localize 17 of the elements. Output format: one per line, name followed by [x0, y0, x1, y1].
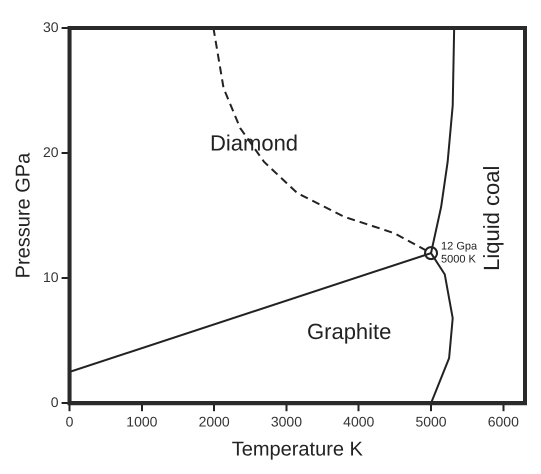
- x-tick-label: 3000: [270, 413, 302, 430]
- y-tick-label: 30: [42, 18, 59, 35]
- x-tick-label: 1000: [126, 413, 158, 430]
- y-tick-label: 20: [42, 144, 59, 160]
- x-tick-label: 6000: [488, 413, 520, 430]
- x-tick-label: 4000: [343, 413, 375, 430]
- x-axis-title: Temperature K: [232, 438, 364, 461]
- x-tick-label: 5000: [415, 413, 447, 430]
- x-tick-label: 2000: [198, 413, 230, 430]
- y-axis-title: Pressure GPa: [12, 152, 35, 278]
- annotation: Liquid coal: [479, 166, 504, 271]
- annotation: Graphite: [307, 319, 392, 344]
- annotation: 12 Gpa 5000 K: [441, 240, 478, 266]
- y-tick-label: 0: [50, 394, 59, 410]
- x-tick-label: 0: [66, 413, 74, 430]
- y-tick-label: 10: [42, 268, 59, 285]
- annotation: Diamond: [210, 130, 298, 156]
